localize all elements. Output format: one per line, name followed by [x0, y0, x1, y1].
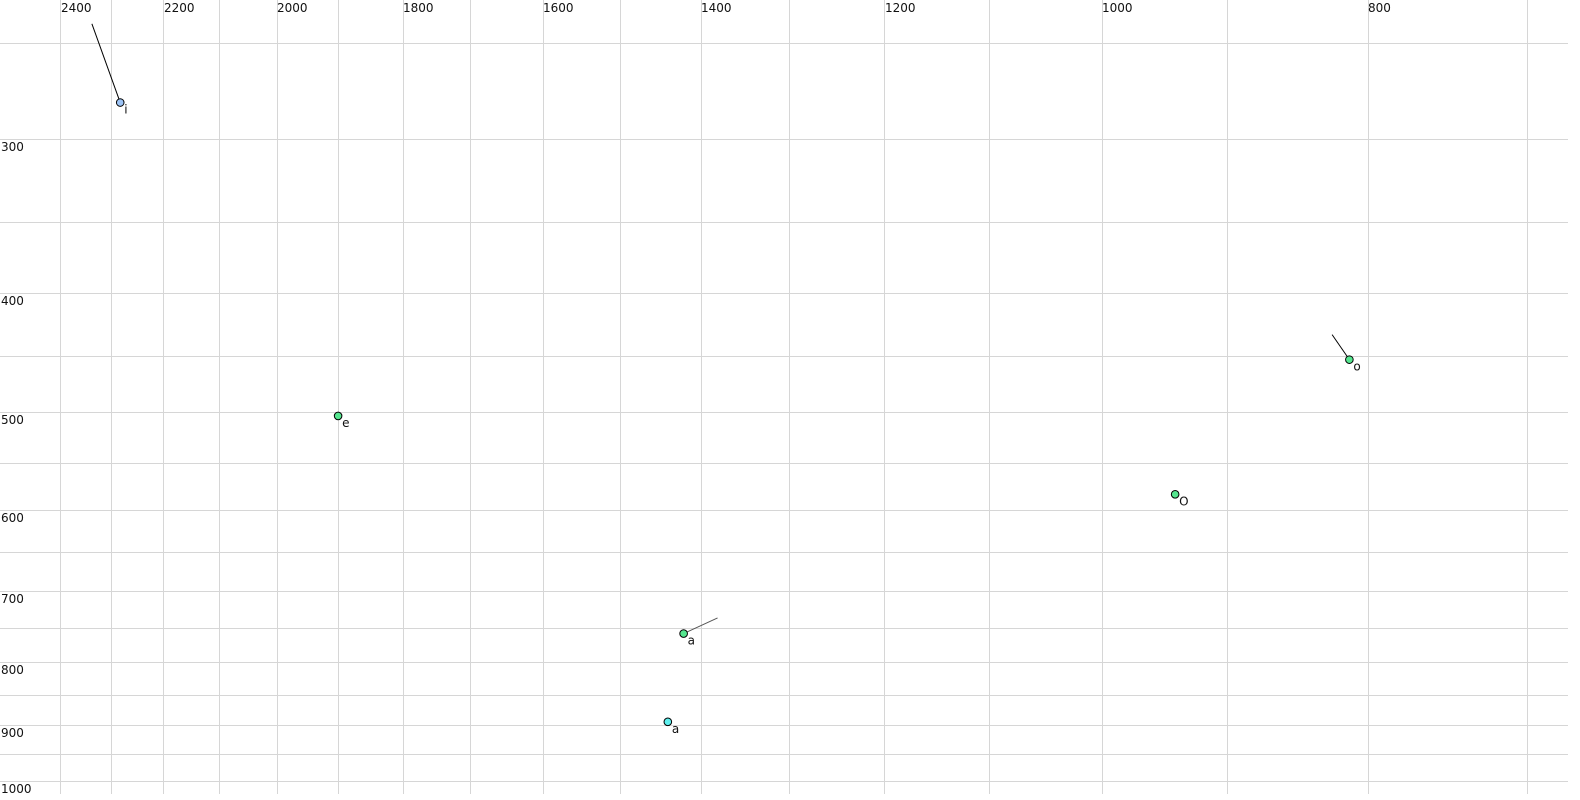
y-tick-label: 800: [1, 663, 24, 677]
data-points: i e Oo a a: [91, 23, 1361, 736]
data-point: [333, 411, 343, 421]
trajectory-line: [1331, 334, 1350, 360]
y-tick-label: 600: [1, 511, 24, 525]
y-tick-label: 500: [1, 413, 24, 427]
y-tick-label: 900: [1, 726, 24, 740]
data-point: [679, 629, 688, 638]
x-tick-label: 1800: [403, 1, 434, 15]
x-axis-ticks: 2400 2200 2000 1800 1600 1400 1200 1000 800: [61, 1, 1391, 15]
point-label: a: [688, 634, 695, 648]
point-label: e: [342, 416, 349, 430]
y-tick-label: 1000: [1, 782, 32, 796]
vowel-point-a: a: [663, 717, 679, 736]
data-point: [663, 717, 673, 727]
vowel-point-e: e: [333, 411, 350, 430]
trajectory-line: [91, 23, 121, 103]
x-tick-label: 2200: [164, 1, 195, 15]
data-point: [1170, 490, 1180, 499]
y-tick-label: 400: [1, 294, 24, 308]
x-tick-label: 1400: [701, 1, 732, 15]
x-tick-label: 1200: [885, 1, 916, 15]
x-tick-label: 800: [1368, 1, 1391, 15]
vowel-point-O: O: [1170, 490, 1189, 508]
vowel-point-o: o: [1331, 334, 1361, 374]
vowel-point-a: a: [679, 617, 718, 648]
data-point: [1345, 355, 1354, 364]
y-tick-label: 300: [1, 140, 24, 154]
trajectory-line: [683, 617, 718, 635]
x-tick-label: 1000: [1102, 1, 1133, 15]
point-label: i: [124, 103, 127, 117]
x-tick-label: 2000: [277, 1, 308, 15]
x-tick-label: 2400: [61, 1, 92, 15]
point-label: a: [672, 722, 679, 736]
y-axis-ticks: 300 400 500 600 700 800 900 1000: [1, 140, 32, 796]
x-tick-label: 1600: [543, 1, 574, 15]
point-label: o: [1353, 360, 1360, 374]
data-point: [115, 98, 125, 107]
y-tick-label: 700: [1, 592, 24, 606]
vowel-point-i: i: [91, 23, 128, 117]
point-label: O: [1179, 494, 1188, 508]
